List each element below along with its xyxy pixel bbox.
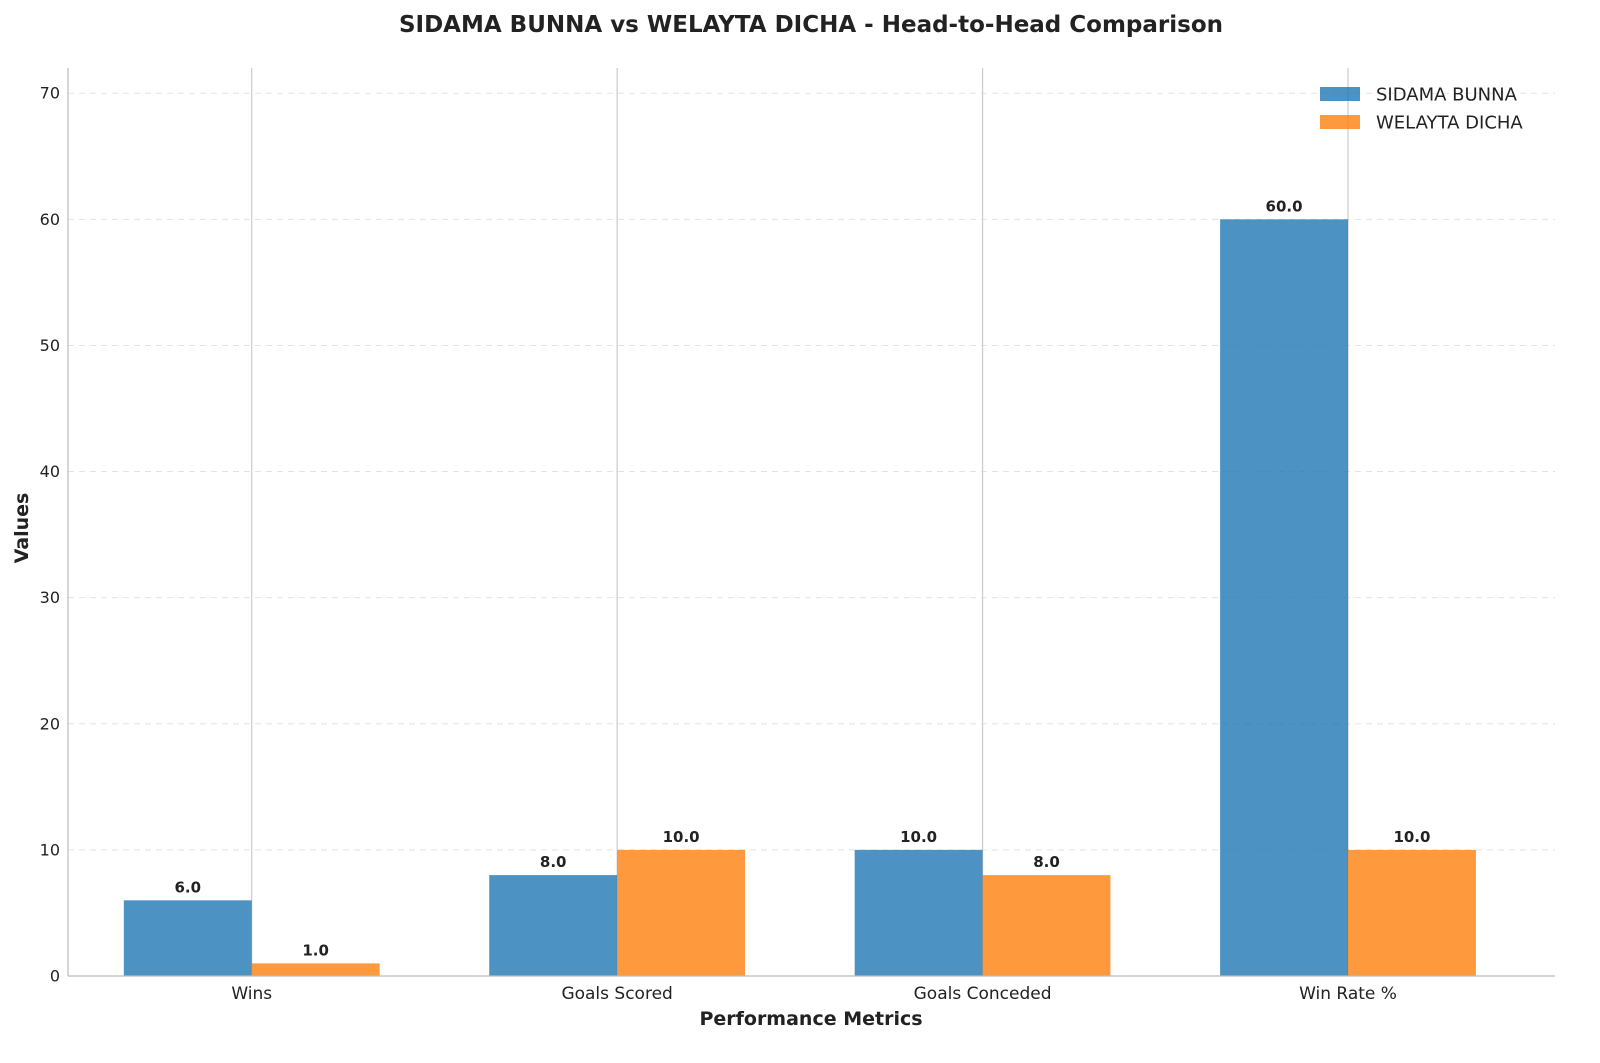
- y-tick-label: 30: [40, 588, 60, 607]
- x-tick-label: Goals Conceded: [914, 984, 1052, 1004]
- x-tick-label: Win Rate %: [1299, 984, 1397, 1004]
- x-axis-label: Performance Metrics: [699, 1008, 922, 1030]
- bar-series2: [982, 875, 1111, 976]
- data-label: 10.0: [663, 828, 700, 846]
- legend-label: SIDAMA BUNNA: [1376, 85, 1518, 106]
- x-tick-label: Wins: [231, 984, 272, 1004]
- y-tick-labels: 0 10 20 30 40 50 60 70: [40, 84, 60, 986]
- bar-series1: [123, 900, 252, 976]
- legend: SIDAMA BUNNA WELAYTA DICHA: [1320, 85, 1523, 134]
- chart-title: SIDAMA BUNNA vs WELAYTA DICHA - Head-to-…: [399, 12, 1223, 38]
- data-label: 6.0: [174, 878, 201, 896]
- bar-series1: [854, 849, 983, 976]
- bar-series2: [617, 849, 746, 976]
- axes: [67, 68, 1555, 977]
- data-label: 60.0: [1266, 197, 1303, 215]
- x-tick-labels: Wins Goals Scored Goals Conceded Win Rate %: [231, 984, 1397, 1004]
- bars: [123, 219, 1476, 977]
- y-axis-label: Values: [11, 493, 33, 564]
- y-tick-label: 40: [40, 462, 60, 481]
- data-label: 10.0: [1393, 828, 1430, 846]
- bar-series2: [251, 963, 380, 976]
- y-tick-label: 20: [40, 714, 60, 733]
- data-labels: 6.0 1.0 8.0 10.0 10.0 8.0 60.0 10.0: [174, 197, 1430, 959]
- bar-series2: [1348, 849, 1476, 976]
- legend-swatch: [1320, 115, 1360, 129]
- y-tick-label: 10: [40, 840, 60, 859]
- legend-swatch: [1320, 87, 1360, 101]
- data-label: 10.0: [900, 828, 937, 846]
- bar-series1: [1220, 219, 1349, 977]
- y-tick-label: 50: [40, 336, 60, 355]
- data-label: 8.0: [1033, 853, 1060, 871]
- y-tick-label: 70: [40, 84, 60, 103]
- data-label: 1.0: [302, 941, 329, 959]
- y-tick-label: 60: [40, 210, 60, 229]
- x-tick-label: Goals Scored: [561, 984, 672, 1004]
- y-tick-label: 0: [50, 967, 60, 986]
- data-label: 8.0: [540, 853, 567, 871]
- grid-lines: [68, 92, 1555, 851]
- category-grid-lines: [251, 68, 1349, 976]
- bar-series1: [489, 875, 618, 976]
- legend-label: WELAYTA DICHA: [1376, 113, 1523, 134]
